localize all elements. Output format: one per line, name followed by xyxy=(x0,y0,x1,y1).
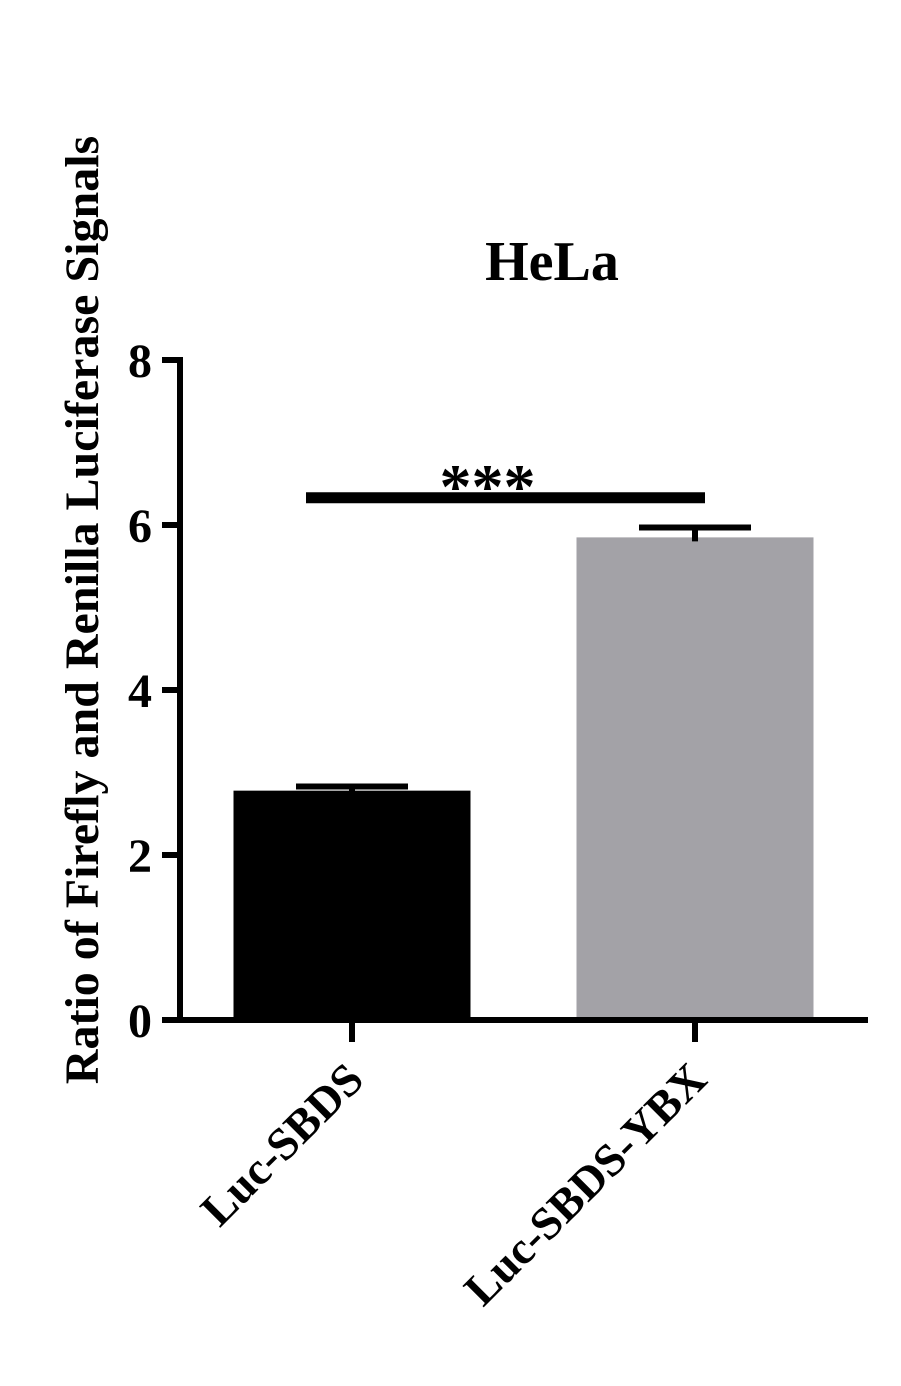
y-axis-label: Ratio of Firefly and Renilla Luciferase … xyxy=(56,136,109,1084)
y-tick-label: 2 xyxy=(128,830,152,883)
y-tick-label: 4 xyxy=(128,665,152,718)
plot-area: 0 2 4 6 8 Luc-SBDS Luc-SBDS-YBX *** xyxy=(128,335,868,1315)
significance-label: *** xyxy=(440,451,536,522)
bar-luc-sbds xyxy=(233,790,471,1020)
y-tick-label: 8 xyxy=(128,335,152,388)
x-tick-label: Luc-SBDS-YBX xyxy=(454,1053,716,1315)
chart-title: HeLa xyxy=(485,231,619,293)
y-tick-label: 6 xyxy=(128,500,152,553)
x-tick-label: Luc-SBDS xyxy=(191,1053,373,1235)
bar-luc-sbds-ybx xyxy=(576,537,814,1020)
y-tick-label: 0 xyxy=(128,995,152,1048)
